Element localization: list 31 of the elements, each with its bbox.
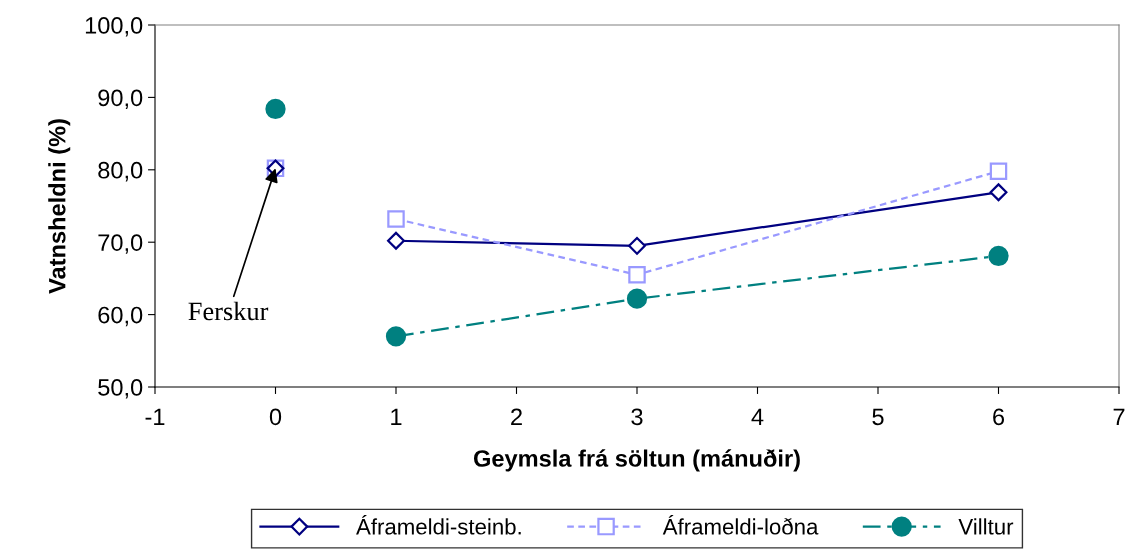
point [387,210,405,228]
point [628,266,646,284]
x-tick-label: 2 [511,408,522,425]
point [628,236,646,255]
legend-label: Villtur [958,518,1014,535]
y-tick-label: 80,0 [98,161,143,182]
y-tick-label: 70,0 [98,234,143,254]
x-tick-label: 4 [751,408,764,425]
y-axis-title: Vatnsheldni (%) [48,119,71,294]
point [626,288,648,309]
point [989,162,1008,180]
y-tick-label: 60,0 [98,306,143,327]
point [265,98,286,120]
legend-label: Áframeldi-steinb. [356,515,521,535]
point [989,183,1008,202]
point [387,231,405,250]
y-tick-label: 100,0 [85,17,143,37]
x-tick-label: 5 [872,408,884,426]
x-tick-label: 3 [631,408,643,426]
legend-label: Áframeldi-loðna [662,515,819,535]
x-axis-title: Geymsla frá söltun (mánuðir) [473,449,800,472]
x-tick-label: -1 [145,408,165,425]
y-tick-label: 90,0 [98,89,143,109]
x-tick-label: 0 [269,408,282,426]
x-tick-label: 1 [391,408,402,425]
x-tick-label: 6 [993,408,1005,426]
point [988,245,1009,267]
annotation: Ferskur [188,301,269,321]
y-tick-label: 50,0 [98,379,143,399]
point [385,326,407,347]
x-tick-label: 7 [1113,408,1125,425]
